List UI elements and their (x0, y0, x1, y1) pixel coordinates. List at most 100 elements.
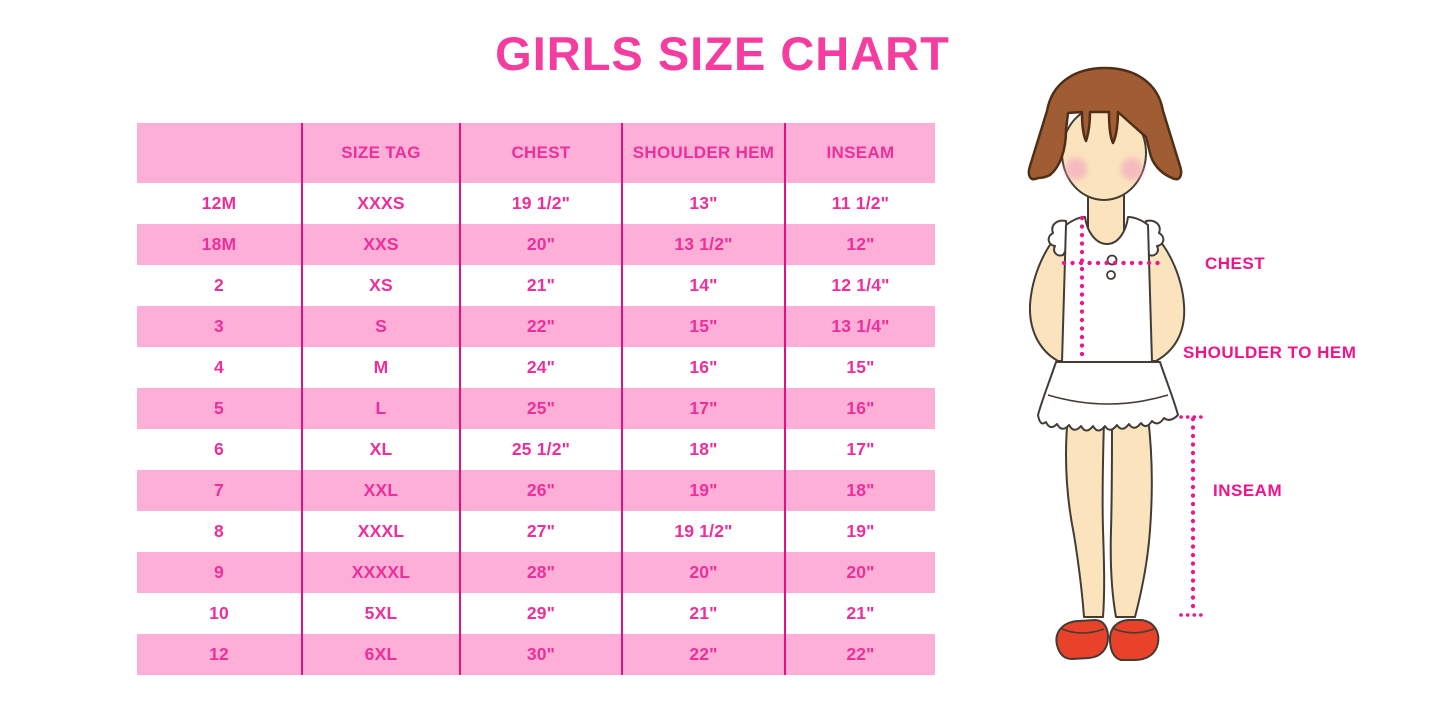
right-shoe (1109, 619, 1160, 661)
table-cell: L (301, 388, 460, 429)
table-cell: 19 1/2" (621, 511, 785, 552)
table-cell: 22" (621, 634, 785, 675)
table-cell: 20" (459, 224, 622, 265)
table-cell: 2 (137, 265, 302, 306)
skirt (1037, 361, 1179, 432)
table-cell: 25 1/2" (459, 429, 622, 470)
table-cell: 24" (459, 347, 622, 388)
table-cell: XL (301, 429, 460, 470)
right-shoe-strap (1111, 627, 1155, 634)
table-cell: S (301, 306, 460, 347)
left-leg (1065, 414, 1106, 618)
column-header: SHOULDER HEM (621, 123, 785, 183)
left-shoulder-ruffle (1047, 219, 1069, 257)
table-row: 2 XS 21" 14" 12 1/4" (137, 265, 935, 306)
table-cell: 29" (459, 593, 622, 634)
table-cell: 18" (784, 470, 935, 511)
table-row: 12M XXXS 19 1/2" 13" 11 1/2" (137, 183, 935, 224)
header-row: SIZE TAG CHEST SHOULDER HEM INSEAM (137, 123, 935, 183)
left-shoe (1055, 619, 1109, 660)
inseam-label: INSEAM (1213, 481, 1282, 500)
table-cell: 17" (784, 429, 935, 470)
table-cell: 19" (784, 511, 935, 552)
table-cell: 11 1/2" (784, 183, 935, 224)
table-row: 5 L 25" 17" 16" (137, 388, 935, 429)
corner-header-cell (137, 123, 302, 183)
table-cell: 4 (137, 347, 302, 388)
table-cell: 15" (621, 306, 785, 347)
table-cell: 20" (784, 552, 935, 593)
table-cell: M (301, 347, 460, 388)
hair (1027, 66, 1183, 181)
top-button-2 (1106, 270, 1116, 280)
table-cell: 6 (137, 429, 302, 470)
page-title: GIRLS SIZE CHART (495, 27, 950, 80)
table-cell: 12" (784, 224, 935, 265)
table-row: 9 XXXXL 28" 20" 20" (137, 552, 935, 593)
table-cell: 30" (459, 634, 622, 675)
table-cell: 26" (459, 470, 622, 511)
table-row: 4 M 24" 16" 15" (137, 347, 935, 388)
shoulder-to-hem-label: SHOULDER TO HEM (1183, 343, 1356, 362)
left-shoe-strap (1061, 628, 1105, 634)
size-table: SIZE TAG CHEST SHOULDER HEM INSEAM 12M XXXS 19… (137, 123, 935, 675)
table-cell: 20" (621, 552, 785, 593)
table-cell: 5XL (301, 593, 460, 634)
table-cell: XS (301, 265, 460, 306)
measurement-diagram: CHEST SHOULDER TO HEM INSEAM (1000, 55, 1445, 690)
table-cell: 13 1/2" (621, 224, 785, 265)
table-cell: 25" (459, 388, 622, 429)
table-row: 10 5XL 29" 21" 21" (137, 593, 935, 634)
column-header: CHEST (459, 123, 622, 183)
table-cell: 27" (459, 511, 622, 552)
table-cell: 22" (459, 306, 622, 347)
table-cell: XXXS (301, 183, 460, 224)
table-cell: 21" (621, 593, 785, 634)
left-arm (1028, 226, 1073, 362)
table-cell: 16" (784, 388, 935, 429)
table-cell: 13" (621, 183, 785, 224)
table-cell: 28" (459, 552, 622, 593)
table-row: 7 XXL 26" 19" 18" (137, 470, 935, 511)
table-cell: XXXL (301, 511, 460, 552)
table-cell: 9 (137, 552, 302, 593)
table-cell: 15" (784, 347, 935, 388)
table-cell: 22" (784, 634, 935, 675)
right-arm (1141, 226, 1186, 362)
table-cell: XXXXL (301, 552, 460, 593)
table-cell: 8 (137, 511, 302, 552)
table-cell: 12 1/4" (784, 265, 935, 306)
table-cell: 12M (137, 183, 302, 224)
blush-right (1121, 158, 1143, 180)
table-cell: 21" (784, 593, 935, 634)
table-row: 8 XXXL 27" 19 1/2" 19" (137, 511, 935, 552)
table-cell: 10 (137, 593, 302, 634)
right-leg (1109, 416, 1153, 618)
table-cell: 6XL (301, 634, 460, 675)
table-cell: 19 1/2" (459, 183, 622, 224)
table-cell: 18M (137, 224, 302, 265)
table-row: 12 6XL 30" 22" 22" (137, 634, 935, 675)
girl-illustration: CHEST SHOULDER TO HEM INSEAM (1027, 66, 1356, 661)
table-cell: 12 (137, 634, 302, 675)
table-cell: 14" (621, 265, 785, 306)
table-row: 6 XL 25 1/2" 18" 17" (137, 429, 935, 470)
table-cell: 19" (621, 470, 785, 511)
table-cell: 17" (621, 388, 785, 429)
column-header: INSEAM (784, 123, 935, 183)
column-header: SIZE TAG (301, 123, 460, 183)
table-row: 3 S 22" 15" 13 1/4" (137, 306, 935, 347)
table-cell: 7 (137, 470, 302, 511)
table-cell: 21" (459, 265, 622, 306)
table-cell: 18" (621, 429, 785, 470)
table-cell: 5 (137, 388, 302, 429)
table-row: 18M XXS 20" 13 1/2" 12" (137, 224, 935, 265)
chest-label: CHEST (1205, 254, 1265, 273)
skirt-tier-line (1047, 394, 1169, 405)
table-cell: 13 1/4" (784, 306, 935, 347)
table-cell: 16" (621, 347, 785, 388)
table-cell: XXS (301, 224, 460, 265)
table-cell: 3 (137, 306, 302, 347)
table-cell: XXL (301, 470, 460, 511)
